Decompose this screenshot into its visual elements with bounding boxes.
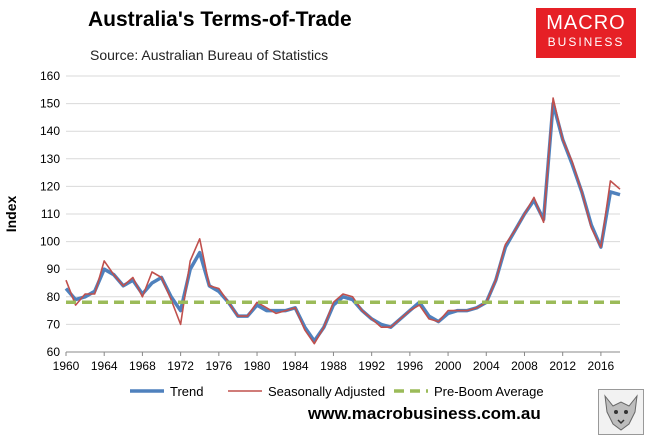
y-tick-label: 120 — [40, 179, 60, 193]
y-tick-labels: 60 70 80 90 100 110 120 130 140 150 160 — [40, 69, 60, 359]
x-tick-label: 1984 — [282, 359, 309, 373]
x-tick-label: 1980 — [244, 359, 271, 373]
y-tick-label: 60 — [47, 345, 61, 359]
y-axis-label: Index — [3, 196, 19, 233]
y-tick-label: 160 — [40, 69, 60, 83]
chart-title: Australia's Terms-of-Trade — [88, 8, 352, 31]
x-tick-label: 1964 — [91, 359, 118, 373]
y-tick-label: 90 — [47, 262, 61, 276]
x-tick-label: 1960 — [53, 359, 80, 373]
y-tick-label: 70 — [47, 317, 61, 331]
logo-line-1: MACRO — [546, 12, 626, 34]
series-line-trend — [64, 101, 621, 343]
x-tick-label: 1988 — [320, 359, 347, 373]
series-line-seasonally-adjusted — [65, 97, 621, 345]
x-tick-label: 2012 — [549, 359, 576, 373]
x-tick-label: 2016 — [588, 359, 615, 373]
gridlines — [66, 75, 620, 353]
legend-label: Pre-Boom Average — [434, 384, 544, 399]
x-tick-label: 2004 — [473, 359, 500, 373]
y-tick-label: 110 — [41, 207, 60, 221]
y-tick-label: 100 — [40, 235, 60, 249]
website-url: www.macrobusiness.com.au — [308, 404, 541, 423]
legend-label: Seasonally Adjusted — [268, 384, 385, 399]
y-tick-label: 150 — [40, 97, 60, 111]
x-tick-label: 1968 — [129, 359, 156, 373]
y-tick-label: 140 — [40, 124, 60, 138]
logo-line-2: BUSINESS — [547, 35, 625, 49]
legend-label: Trend — [170, 384, 203, 399]
y-tick-label: 130 — [40, 152, 60, 166]
x-tick-label: 1996 — [397, 359, 424, 373]
series-lines — [64, 97, 621, 345]
macrobusiness-logo: MACRO BUSINESS — [536, 8, 636, 58]
x-tick-label: 2000 — [435, 359, 462, 373]
wolf-logo-icon — [598, 389, 644, 435]
axes — [65, 351, 620, 356]
y-tick-label: 80 — [47, 290, 61, 304]
legend: Trend Seasonally Adjusted Pre-Boom Average — [130, 384, 544, 399]
x-tick-labels: 1960 1964 1968 1972 1976 1980 1984 1988 1992 1996… — [53, 359, 615, 373]
x-tick-label: 1972 — [167, 359, 194, 373]
x-tick-label: 2008 — [511, 359, 538, 373]
x-tick-label: 1992 — [358, 359, 385, 373]
chart-subtitle: Source: Australian Bureau of Statistics — [90, 47, 329, 63]
x-tick-label: 1976 — [205, 359, 232, 373]
